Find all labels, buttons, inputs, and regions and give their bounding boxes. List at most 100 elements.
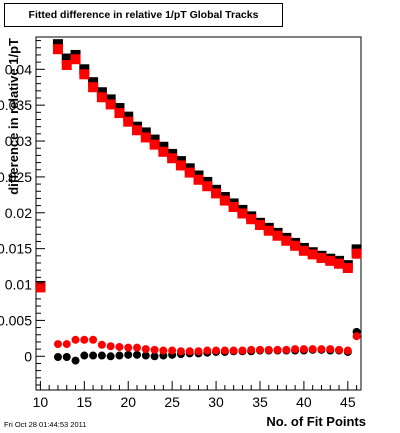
x-tick-label: 10 bbox=[33, 394, 49, 410]
series-1-point bbox=[175, 160, 186, 171]
series-3-point bbox=[71, 335, 80, 344]
series-3-point bbox=[133, 343, 142, 352]
series-3-point bbox=[308, 345, 317, 354]
series-1-point bbox=[193, 174, 204, 185]
series-1-point bbox=[123, 116, 134, 127]
series-3-point bbox=[97, 340, 106, 349]
series-1-point bbox=[342, 263, 353, 274]
series-2-point bbox=[80, 351, 89, 360]
series-3-point bbox=[115, 342, 124, 351]
series-1-point bbox=[298, 245, 309, 256]
series-3-point bbox=[247, 345, 256, 354]
series-3-point bbox=[238, 346, 247, 355]
series-1-point bbox=[290, 240, 301, 251]
series-0-point bbox=[96, 87, 107, 98]
series-3-point bbox=[317, 345, 326, 354]
series-2-point bbox=[97, 351, 106, 360]
series-1-point bbox=[307, 249, 318, 260]
series-3-point bbox=[326, 345, 335, 354]
series-3-point bbox=[343, 346, 352, 355]
x-tick-label: 30 bbox=[208, 394, 224, 410]
series-1-point bbox=[325, 255, 336, 266]
series-3-point bbox=[168, 346, 177, 355]
series-1-point bbox=[132, 125, 143, 136]
series-3-point bbox=[282, 345, 291, 354]
series-2-point bbox=[71, 356, 80, 365]
x-tick-label: 25 bbox=[164, 394, 180, 410]
series-1-point bbox=[167, 153, 178, 164]
series-1-point bbox=[105, 99, 116, 110]
series-1-point bbox=[158, 146, 169, 157]
series-3-point bbox=[264, 345, 273, 354]
series-0-point bbox=[88, 77, 99, 88]
y-tick-label: 0.035 bbox=[0, 97, 32, 113]
data-marks bbox=[35, 39, 362, 365]
series-1-point bbox=[184, 167, 195, 178]
series-1-point bbox=[88, 82, 99, 93]
series-0-point bbox=[114, 103, 125, 114]
series-1-point bbox=[114, 108, 125, 119]
y-tick-label: 0.02 bbox=[5, 205, 32, 221]
series-0-point bbox=[149, 134, 160, 145]
axes: 10 15 20 25 30 35 40 45 0 0.005 0.01 0.015 0.02 0.025… bbox=[0, 40, 358, 410]
x-tick-label: 35 bbox=[252, 394, 268, 410]
series-3-point bbox=[150, 345, 159, 354]
series-3-point bbox=[53, 340, 62, 349]
series-3-point bbox=[106, 342, 115, 351]
series-1-point bbox=[52, 44, 63, 55]
series-1-point bbox=[263, 225, 274, 236]
series-3-point bbox=[185, 347, 194, 356]
chart-title: Fitted difference in relative 1/pT Globa… bbox=[28, 9, 259, 21]
series-2-point bbox=[62, 352, 71, 361]
series-1-point bbox=[219, 195, 230, 206]
series-3-point bbox=[255, 345, 264, 354]
y-tick-label: 0.01 bbox=[5, 277, 32, 293]
chart-title-box: Fitted difference in relative 1/pT Globa… bbox=[4, 3, 283, 27]
y-tick-label: 0 bbox=[24, 348, 32, 364]
x-tick-label: 15 bbox=[77, 394, 93, 410]
series-3-point bbox=[291, 345, 300, 354]
y-axis-label: difference in relative 1/pT bbox=[6, 38, 21, 195]
series-2-point bbox=[89, 351, 98, 360]
series-1-point bbox=[96, 92, 107, 103]
series-1-point bbox=[61, 59, 72, 70]
y-tick-label: 0.005 bbox=[0, 312, 32, 328]
series-2-point bbox=[124, 350, 133, 359]
series-1-point bbox=[149, 139, 160, 150]
series-1-point bbox=[79, 69, 90, 80]
series-0-point bbox=[105, 94, 116, 105]
series-3-point bbox=[220, 346, 229, 355]
series-2-point bbox=[150, 352, 159, 361]
series-3-point bbox=[141, 345, 150, 354]
series-2-point bbox=[115, 351, 124, 360]
series-3-point bbox=[273, 345, 282, 354]
series-3-point bbox=[335, 345, 344, 354]
y-tick-label: 0.015 bbox=[0, 241, 32, 257]
series-1-point bbox=[237, 208, 248, 219]
series-3-point bbox=[62, 340, 71, 349]
series-0-point bbox=[79, 64, 90, 75]
series-1-point bbox=[334, 258, 345, 269]
series-3-point bbox=[159, 346, 168, 355]
series-3-point bbox=[124, 343, 133, 352]
series-2-point bbox=[141, 351, 150, 360]
series-0-point bbox=[52, 39, 63, 50]
series-3-point bbox=[176, 347, 185, 356]
series-3-point bbox=[352, 332, 361, 341]
series-3-point bbox=[299, 345, 308, 354]
series-3-point bbox=[80, 335, 89, 344]
series-3-point bbox=[212, 346, 221, 355]
series-1-point bbox=[281, 235, 292, 246]
series-1-point bbox=[211, 188, 222, 199]
series-1-point bbox=[316, 252, 327, 263]
series-1-point bbox=[246, 214, 257, 225]
series-1-point bbox=[254, 219, 265, 230]
x-axis-label: No. of Fit Points bbox=[266, 414, 366, 429]
series-1-point bbox=[272, 230, 283, 241]
series-3-point bbox=[194, 347, 203, 356]
y-tick-label: 0.04 bbox=[5, 61, 32, 77]
series-2-point bbox=[53, 352, 62, 361]
series-3-point bbox=[203, 346, 212, 355]
timestamp: Fri Oct 28 01:44:53 2011 bbox=[4, 420, 87, 429]
